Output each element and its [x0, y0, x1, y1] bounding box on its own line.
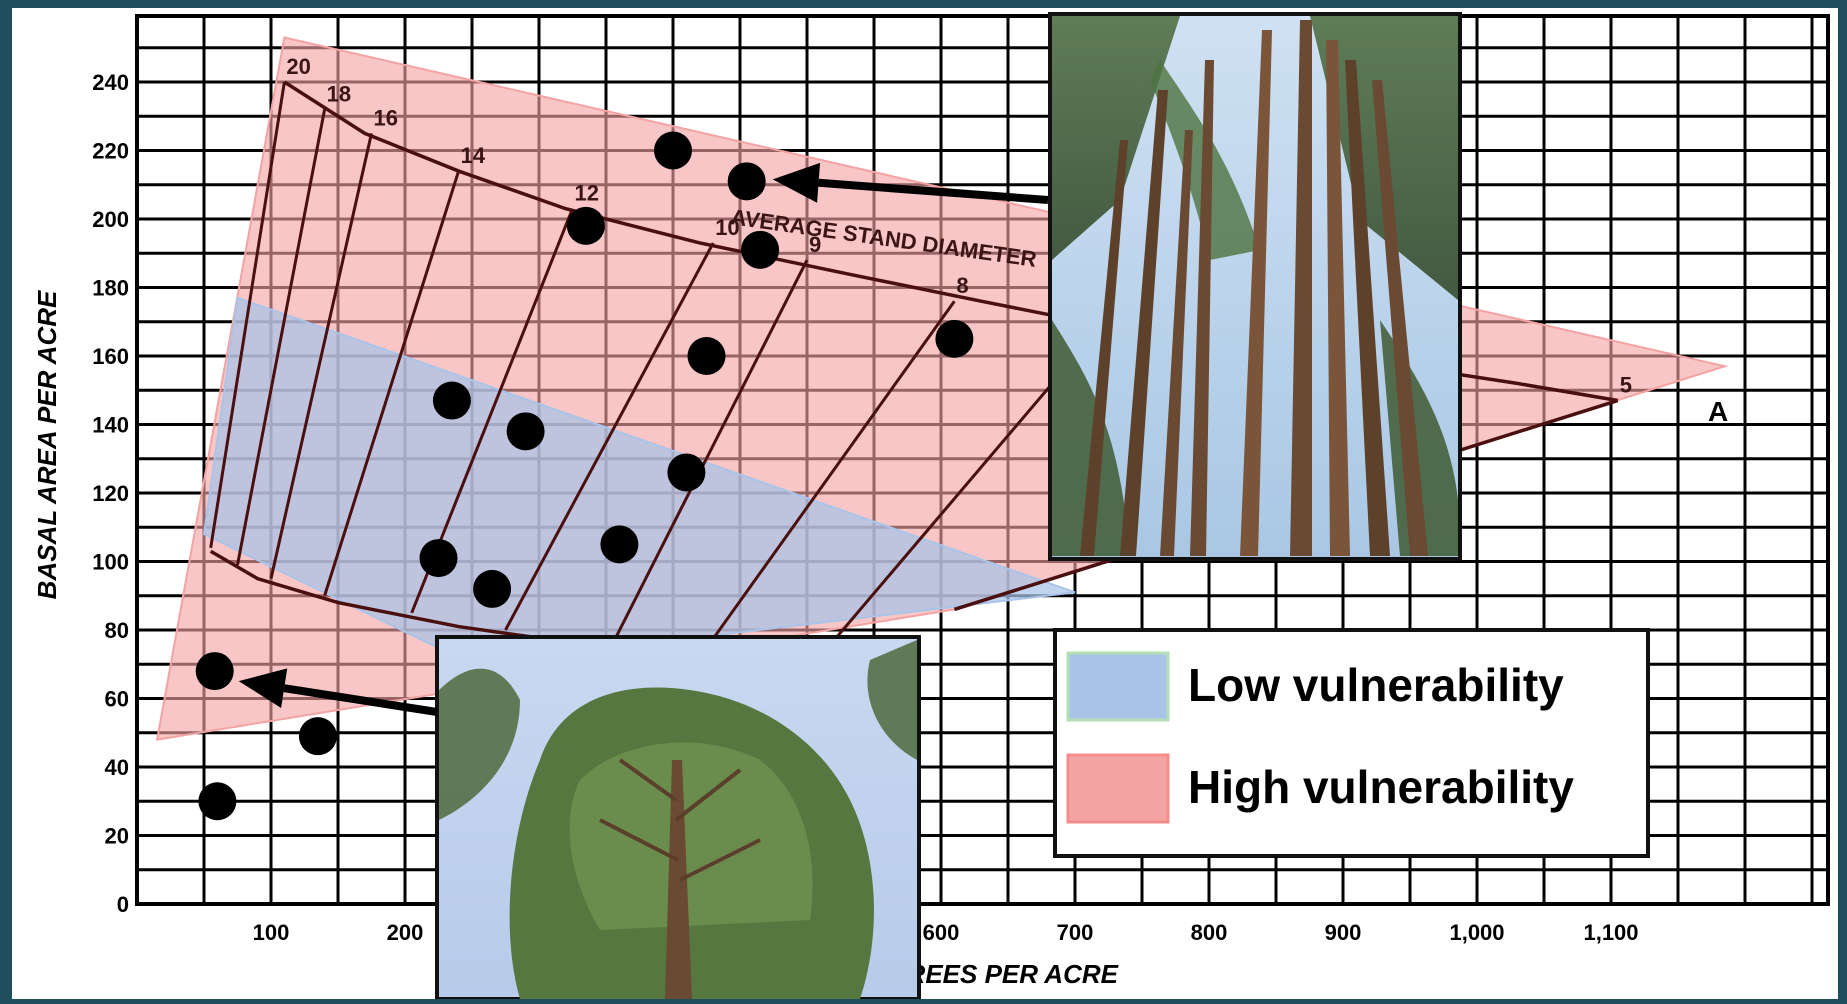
x-tick-label: 800 — [1191, 920, 1228, 945]
x-tick-label: 100 — [253, 920, 290, 945]
y-tick-label: 60 — [105, 687, 129, 712]
legend-label-high: High vulnerability — [1188, 761, 1574, 813]
diameter-line — [504, 242, 715, 631]
curve-a-label: A — [1708, 396, 1728, 427]
y-tick-label: 140 — [92, 413, 129, 438]
diameter-line — [698, 300, 956, 659]
data-points — [195, 131, 974, 821]
y-tick-label: 240 — [92, 70, 129, 95]
diameter-line — [209, 81, 286, 549]
data-point — [727, 162, 766, 201]
data-point — [741, 230, 780, 269]
data-point — [935, 319, 974, 358]
data-point — [654, 131, 692, 170]
diameter-line — [236, 109, 327, 566]
open-pine-tree-photo — [435, 635, 921, 1001]
y-tick-label: 220 — [92, 139, 129, 164]
legend-swatch-low — [1066, 651, 1170, 722]
diameter-line — [323, 170, 461, 597]
y-tick-label: 0 — [117, 892, 129, 917]
diameter-line — [611, 259, 809, 645]
legend-label-low: Low vulnerability — [1188, 659, 1564, 711]
diameter-label: 10 — [715, 215, 739, 240]
data-point — [473, 569, 512, 608]
x-tick-label: 200 — [387, 920, 424, 945]
diameter-label: 9 — [809, 232, 821, 257]
diameter-label: 12 — [575, 181, 599, 206]
arrow-shaft — [283, 684, 438, 716]
data-point — [298, 717, 337, 756]
diameter-label: 16 — [374, 105, 398, 130]
x-tick-label: 1,100 — [1583, 920, 1638, 945]
diameter-label: 20 — [286, 54, 310, 79]
data-point — [600, 525, 639, 564]
data-point — [687, 337, 726, 375]
y-tick-label: 80 — [105, 618, 129, 643]
diameter-label: 5 — [1620, 373, 1632, 398]
diameter-label: 14 — [461, 143, 486, 168]
y-tick-label: 120 — [92, 481, 129, 506]
x-tick-label: 1,000 — [1449, 920, 1504, 945]
y-tick-label: 40 — [105, 755, 129, 780]
diameter-label: 18 — [327, 81, 351, 106]
x-tick-label: 900 — [1325, 920, 1362, 945]
legend: Low vulnerability High vulnerability — [1053, 628, 1650, 858]
data-point — [506, 412, 545, 451]
y-tick-label: 160 — [92, 344, 129, 369]
diameter-label: 8 — [956, 273, 968, 298]
data-point — [195, 652, 234, 691]
data-point — [198, 782, 237, 821]
photo-arrows — [238, 162, 1049, 716]
y-tick-label: 100 — [92, 550, 129, 575]
diameter-line — [269, 133, 373, 579]
plot-frame — [135, 14, 1830, 906]
arrow-head — [238, 668, 288, 708]
y-tick-label: 200 — [92, 207, 129, 232]
data-point — [419, 539, 458, 578]
arrow-head — [772, 162, 821, 203]
legend-swatch-high — [1066, 753, 1170, 824]
data-point — [667, 453, 706, 492]
arrow-shaft — [818, 178, 1049, 204]
data-point — [432, 381, 471, 420]
x-tick-label: 600 — [923, 920, 960, 945]
y-tick-label: 180 — [92, 276, 129, 301]
data-point — [566, 206, 605, 245]
x-tick-label: 700 — [1057, 920, 1094, 945]
tall-pine-stand-photo — [1048, 12, 1462, 561]
y-axis-title: BASAL AREA PER ACRE — [32, 290, 62, 599]
y-tick-label: 20 — [105, 824, 129, 849]
